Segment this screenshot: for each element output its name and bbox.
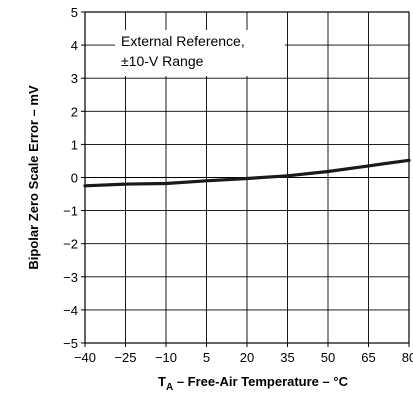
y-tick-label: 1	[71, 137, 78, 152]
x-tick-labels: −40 −25 −10 5 20 35 50 65 80	[74, 350, 413, 365]
y-tick-label: 4	[71, 38, 78, 53]
x-axis-title-prefix: T	[158, 374, 166, 389]
x-tick-label: 50	[321, 350, 335, 365]
annotation-line-2: ±10-V Range	[121, 53, 204, 69]
y-tick-label: −2	[63, 237, 78, 252]
series-point	[326, 170, 330, 174]
annotation-box	[115, 30, 285, 76]
series-point	[205, 179, 208, 183]
series-point	[83, 184, 87, 188]
y-tick-labels: 5 4 3 2 1 0 −1 −2 −3 −4 −5	[63, 5, 78, 351]
y-tick-label: 2	[71, 104, 78, 119]
y-tick-label: 3	[71, 71, 78, 86]
x-tick-label: 20	[240, 350, 254, 365]
x-tick-label: −10	[155, 350, 177, 365]
x-axis-title: TA – Free-Air Temperature – °C	[158, 374, 349, 393]
x-tick-label: −40	[74, 350, 96, 365]
x-tick-label: 65	[361, 350, 375, 365]
x-axis-title-suffix: – Free-Air Temperature – °C	[173, 374, 348, 389]
series-layer	[83, 158, 411, 188]
series-point	[245, 176, 249, 180]
y-tick-label: −4	[63, 303, 78, 318]
series-point	[367, 164, 370, 168]
y-axis-title: Bipolar Zero Scale Error – mV	[26, 85, 41, 270]
series-point	[286, 174, 289, 178]
series-point	[407, 158, 411, 162]
x-tick-label: 5	[203, 350, 210, 365]
series-point	[124, 182, 127, 186]
y-tick-label: −3	[63, 270, 78, 285]
y-tick-label: −1	[63, 204, 78, 219]
y-tick-label: 5	[71, 5, 78, 20]
x-tick-label: 35	[280, 350, 294, 365]
y-tick-label: −5	[63, 336, 78, 351]
x-tick-label: 80	[402, 350, 413, 365]
annotation-line-1: External Reference,	[121, 33, 245, 49]
tick-marks	[81, 11, 410, 347]
y-tick-label: 0	[71, 171, 78, 186]
series-point	[164, 181, 168, 185]
x-axis-title-subscript: A	[166, 382, 173, 393]
x-tick-label: −25	[114, 350, 136, 365]
